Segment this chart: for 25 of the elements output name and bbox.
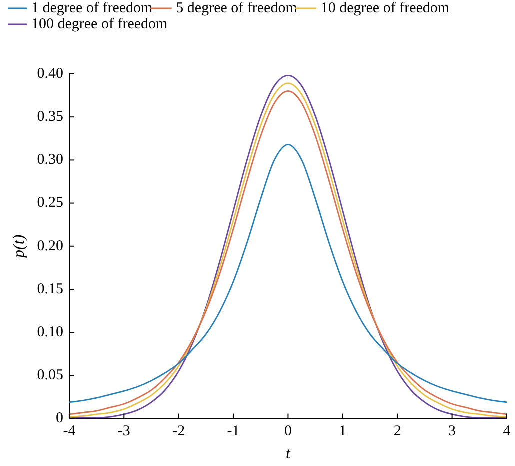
line-series bbox=[69, 144, 507, 404]
y-tick-label: 0.15 bbox=[37, 281, 64, 298]
y-tick-label: 0 bbox=[56, 410, 64, 427]
x-tick-label: -4 bbox=[63, 424, 76, 440]
x-tick-label: -2 bbox=[172, 424, 186, 440]
legend-label: 100 degree of freedom bbox=[32, 16, 168, 32]
x-tick-label: 2 bbox=[394, 424, 402, 440]
y-axis-title: p(t) bbox=[10, 234, 28, 259]
x-tick-label: -1 bbox=[227, 424, 240, 440]
x-axis-title: t bbox=[286, 446, 291, 463]
x-tick-label: 0 bbox=[284, 424, 292, 440]
y-tick-label: 0.30 bbox=[37, 152, 64, 168]
x-tick-label: 4 bbox=[503, 424, 512, 440]
y-tick-label: 0.05 bbox=[37, 368, 64, 384]
x-tick-label: -3 bbox=[118, 424, 130, 440]
y-tick-label: 0.10 bbox=[37, 324, 64, 341]
legend-label: 10 degree of freedom bbox=[320, 0, 450, 16]
y-tick-label: 0.40 bbox=[37, 66, 64, 82]
legend-label: 5 degree of freedom bbox=[176, 0, 298, 16]
y-tick-label: 0.20 bbox=[37, 238, 64, 254]
x-tick-label: 3 bbox=[448, 424, 456, 440]
x-tick-label: 1 bbox=[339, 424, 347, 440]
y-tick-label: 0.25 bbox=[37, 195, 64, 212]
legend-label: 1 degree of freedom bbox=[32, 0, 154, 16]
y-tick-label: 0.35 bbox=[37, 109, 64, 126]
